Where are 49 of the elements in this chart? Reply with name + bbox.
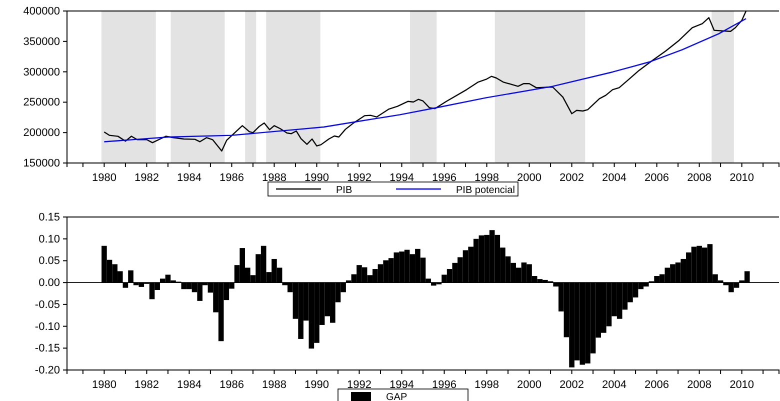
x-tick-label: 1992 bbox=[346, 172, 372, 184]
y-tick-label: 300000 bbox=[23, 66, 60, 78]
x-tick-label: 2002 bbox=[560, 379, 584, 391]
y-tick-label: 0.05 bbox=[38, 255, 60, 268]
x-tick-label: 2000 bbox=[517, 379, 542, 391]
x-tick-label: 1996 bbox=[432, 379, 456, 391]
y-tick-label: 400000 bbox=[23, 6, 60, 18]
legend-label: GAP bbox=[386, 392, 408, 401]
x-tick-label: 1994 bbox=[390, 379, 414, 391]
x-tick-label: 2010 bbox=[730, 379, 754, 391]
x-tick-label: 2006 bbox=[644, 172, 670, 184]
x-tick-label: 2002 bbox=[560, 172, 584, 184]
x-tick-label: 2004 bbox=[602, 379, 627, 391]
legend-label: PIB bbox=[336, 185, 352, 196]
y-tick-label: 0.00 bbox=[38, 277, 60, 290]
x-tick-label: 2004 bbox=[602, 172, 627, 184]
y-tick-label: -0.10 bbox=[34, 320, 60, 333]
x-tick-label: 1992 bbox=[346, 379, 372, 391]
x-tick-label: 1986 bbox=[219, 172, 244, 184]
x-tick-label: 2008 bbox=[687, 172, 712, 184]
y-tick-label: 250000 bbox=[23, 96, 60, 109]
y-tick-label: 150000 bbox=[23, 158, 60, 170]
x-tick-label: 1984 bbox=[176, 172, 202, 184]
x-tick-label: 1994 bbox=[390, 172, 414, 184]
x-tick-label: 1990 bbox=[304, 379, 329, 391]
y-tick-label: 0.10 bbox=[38, 233, 60, 246]
x-tick-label: 1990 bbox=[304, 172, 329, 184]
legend-label: PIB potencial bbox=[456, 185, 515, 196]
y-tick-label: -0.20 bbox=[34, 364, 60, 377]
x-tick-label: 1988 bbox=[262, 172, 286, 184]
x-tick-label: 1996 bbox=[432, 172, 456, 184]
x-tick-label: 1988 bbox=[262, 379, 286, 391]
x-tick-label: 2008 bbox=[687, 379, 712, 391]
x-tick-label: 1984 bbox=[176, 379, 202, 391]
x-tick-label: 2010 bbox=[730, 172, 754, 184]
y-tick-label: 200000 bbox=[23, 127, 60, 140]
x-tick-label: 1998 bbox=[474, 172, 500, 184]
y-tick-label: 350000 bbox=[23, 36, 60, 48]
x-tick-label: 1982 bbox=[134, 379, 159, 391]
x-tick-label: 1998 bbox=[474, 379, 500, 391]
x-tick-label: 2000 bbox=[517, 172, 542, 184]
y-tick-label: -0.05 bbox=[34, 298, 60, 311]
x-tick-label: 2006 bbox=[644, 379, 670, 391]
x-tick-label: 1980 bbox=[92, 379, 116, 391]
y-tick-label: 0.15 bbox=[38, 212, 60, 224]
x-tick-label: 1982 bbox=[134, 172, 159, 184]
y-tick-label: -0.15 bbox=[34, 342, 60, 355]
x-tick-label: 1986 bbox=[219, 379, 244, 391]
x-tick-label: 1980 bbox=[92, 172, 116, 184]
